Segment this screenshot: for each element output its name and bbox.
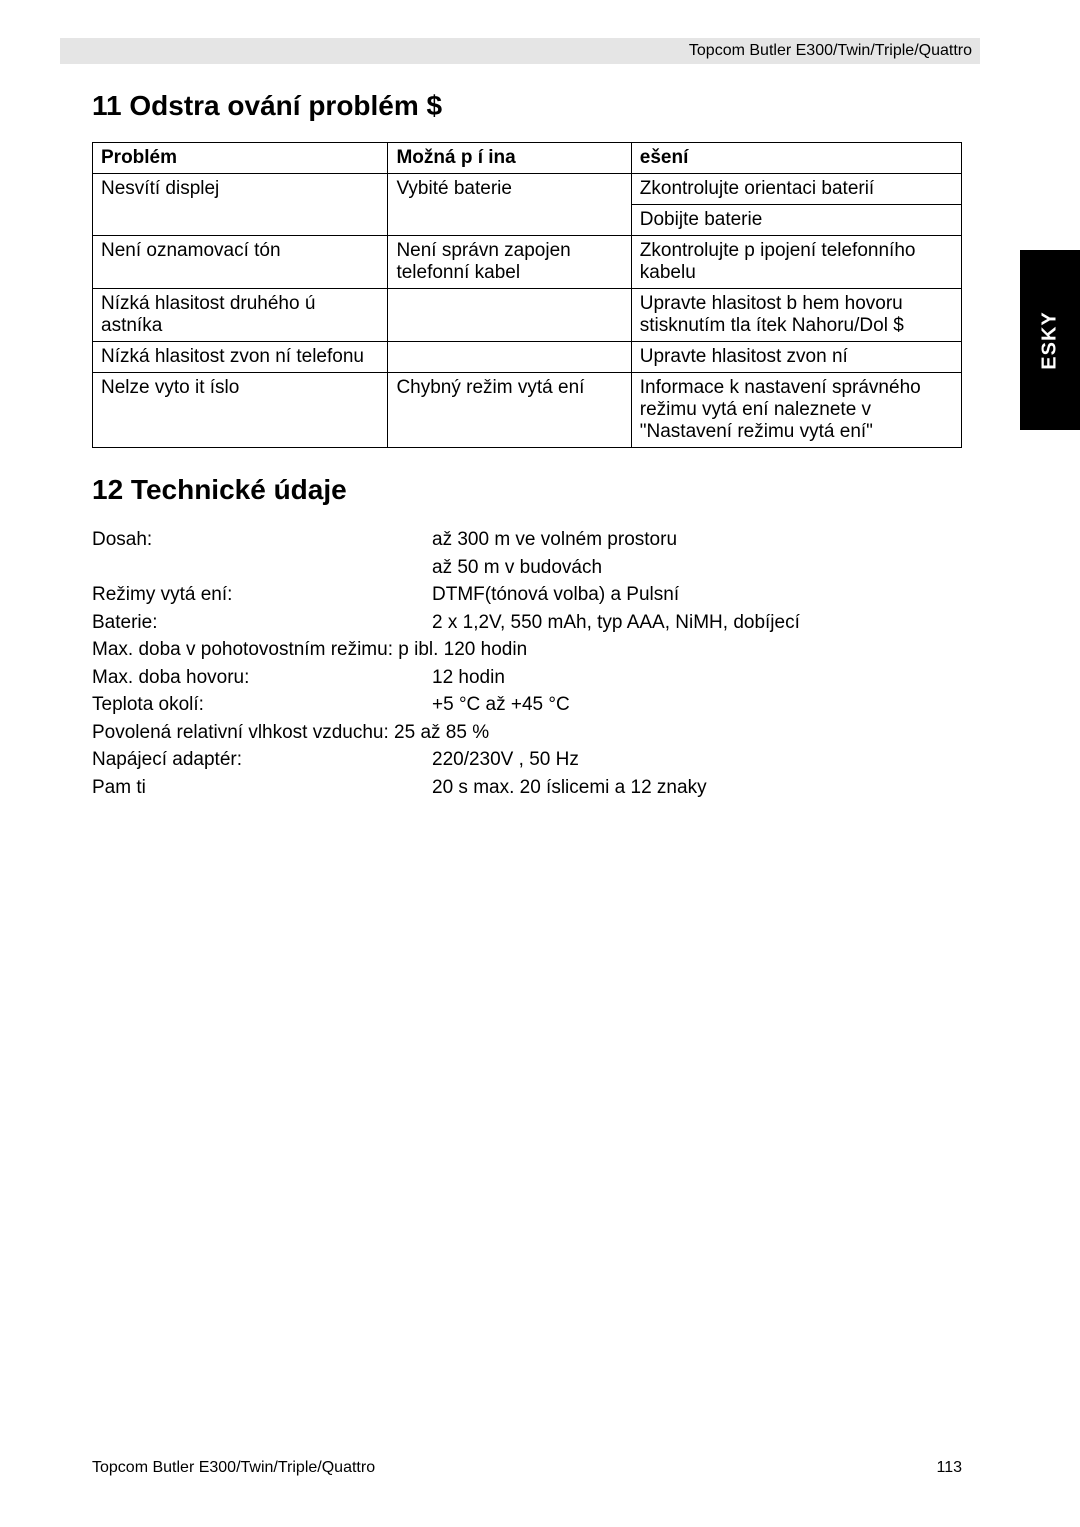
table-row: Nízká hlasitost zvon ní telefonu Upravte… — [93, 342, 962, 373]
specs-label: Napájecí adaptér: — [92, 746, 432, 774]
specs-label: Režimy vytá ení: — [92, 581, 432, 609]
specs-row: až 50 m v budovách — [92, 554, 962, 582]
table-cell: Upravte hlasitost b hem hovoru stisknutí… — [631, 289, 961, 342]
specs-label: Pam ti — [92, 774, 432, 802]
specs-row: Dosah: až 300 m ve volném prostoru — [92, 526, 962, 554]
problems-table: Problém Možná p í ina ešení Nesvítí disp… — [92, 142, 962, 448]
breadcrumb: Topcom Butler E300/Twin/Triple/Quattro — [689, 42, 972, 60]
specs-row: Teplota okolí: +5 °C až +45 °C — [92, 691, 962, 719]
specs-label: Baterie: — [92, 609, 432, 637]
footer-page-number: 113 — [936, 1459, 962, 1477]
specs-row: Napájecí adaptér: 220/230V , 50 Hz — [92, 746, 962, 774]
table-cell: Zkontrolujte p ipojení telefonního kabel… — [631, 236, 961, 289]
table-row: Nesvítí displej Vybité baterie Zkontrolu… — [93, 174, 962, 205]
specs-label: Max. doba hovoru: — [92, 664, 432, 692]
specs-label: Teplota okolí: — [92, 691, 432, 719]
table-cell: Upravte hlasitost zvon ní — [631, 342, 961, 373]
side-tab: ESKY — [1020, 250, 1080, 430]
table-cell: Nízká hlasitost zvon ní telefonu — [93, 342, 388, 373]
table-row: Nízká hlasitost druhého ú astníka Upravt… — [93, 289, 962, 342]
table-header-row: Problém Možná p í ina ešení — [93, 143, 962, 174]
specs-row: Baterie: 2 x 1,2V, 550 mAh, typ AAA, NiM… — [92, 609, 962, 637]
page-footer: Topcom Butler E300/Twin/Triple/Quattro 1… — [92, 1459, 962, 1477]
table-cell: Chybný režim vytá ení — [388, 373, 631, 448]
specs-row: Max. doba v pohotovostním režimu: p ibl.… — [92, 636, 962, 664]
specs-value: 12 hodin — [432, 664, 962, 692]
specs-row: Pam ti 20 s max. 20 íslicemi a 12 znaky — [92, 774, 962, 802]
specs-row: Povolená relativní vlhkost vzduchu: 25 a… — [92, 719, 962, 747]
table-cell: Není správn zapojen telefonní kabel — [388, 236, 631, 289]
table-cell: Nelze vyto it íslo — [93, 373, 388, 448]
table-cell: Dobijte baterie — [631, 205, 961, 236]
table-row: Nelze vyto it íslo Chybný režim vytá ení… — [93, 373, 962, 448]
table-cell: Zkontrolujte orientaci baterií — [631, 174, 961, 205]
section-11-heading: 11 Odstra ování problém $ — [92, 90, 962, 122]
table-header-cell: Problém — [93, 143, 388, 174]
specs-label: Dosah: — [92, 526, 432, 554]
specs-value: DTMF(tónová volba) a Pulsní — [432, 581, 962, 609]
specs-row: Max. doba hovoru: 12 hodin — [92, 664, 962, 692]
specs-label: Povolená relativní vlhkost vzduchu: 25 a… — [92, 719, 489, 747]
table-cell — [388, 289, 631, 342]
side-tab-label: ESKY — [1039, 311, 1062, 369]
table-cell: Vybité baterie — [388, 174, 631, 236]
specs-value: až 300 m ve volném prostoru — [432, 526, 962, 554]
specs-list: Dosah: až 300 m ve volném prostoru až 50… — [92, 526, 962, 801]
specs-value: 220/230V , 50 Hz — [432, 746, 962, 774]
table-cell: Není oznamovací tón — [93, 236, 388, 289]
specs-label — [92, 554, 432, 582]
specs-value: +5 °C až +45 °C — [432, 691, 962, 719]
page-content: 11 Odstra ování problém $ Problém Možná … — [92, 90, 962, 801]
table-cell: Nízká hlasitost druhého ú astníka — [93, 289, 388, 342]
table-cell: Informace k nastavení správného režimu v… — [631, 373, 961, 448]
specs-label: Max. doba v pohotovostním režimu: p ibl.… — [92, 636, 527, 664]
section-12-heading: 12 Technické údaje — [92, 474, 962, 506]
table-header-cell: Možná p í ina — [388, 143, 631, 174]
specs-value: 20 s max. 20 íslicemi a 12 znaky — [432, 774, 962, 802]
table-cell — [388, 342, 631, 373]
table-header-cell: ešení — [631, 143, 961, 174]
table-row: Není oznamovací tón Není správn zapojen … — [93, 236, 962, 289]
footer-left: Topcom Butler E300/Twin/Triple/Quattro — [92, 1459, 375, 1477]
table-cell: Nesvítí displej — [93, 174, 388, 236]
specs-row: Režimy vytá ení: DTMF(tónová volba) a Pu… — [92, 581, 962, 609]
specs-value: až 50 m v budovách — [432, 554, 962, 582]
specs-value: 2 x 1,2V, 550 mAh, typ AAA, NiMH, dobíje… — [432, 609, 962, 637]
